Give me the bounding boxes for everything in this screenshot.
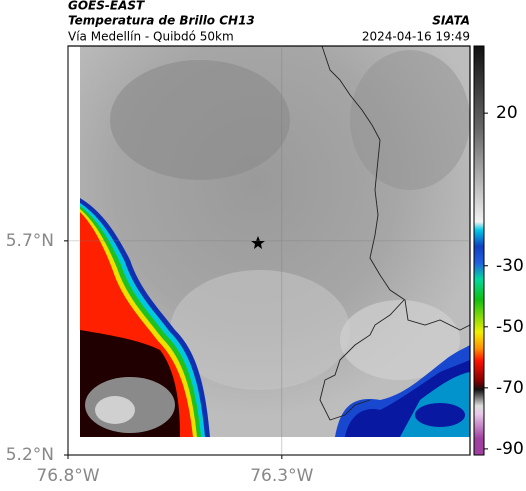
satellite-image: [80, 45, 471, 437]
colorbar-tick-label: 20: [496, 103, 518, 123]
y-tick-label: 5.7°N: [6, 231, 54, 251]
source: SIATA: [432, 14, 470, 28]
x-tick-label: 76.8°W: [36, 466, 99, 486]
x-tick-label: 76.3°W: [250, 466, 313, 486]
colorbar-tick-label: -90: [496, 439, 524, 459]
timestamp: 2024-04-16 19:49: [362, 30, 470, 44]
colorbar-tick-label: -70: [496, 378, 524, 398]
title: GOES-EAST: [68, 0, 145, 13]
caption: Vía Medellín - Quibdó 50km: [68, 30, 234, 44]
colorbar-tick-label: -30: [496, 256, 524, 276]
colorbar-tick-label: -50: [496, 317, 524, 337]
y-tick-label: 5.2°N: [6, 445, 54, 465]
subtitle: Temperatura de Brillo CH13: [68, 14, 255, 28]
colorbar: [473, 45, 485, 456]
